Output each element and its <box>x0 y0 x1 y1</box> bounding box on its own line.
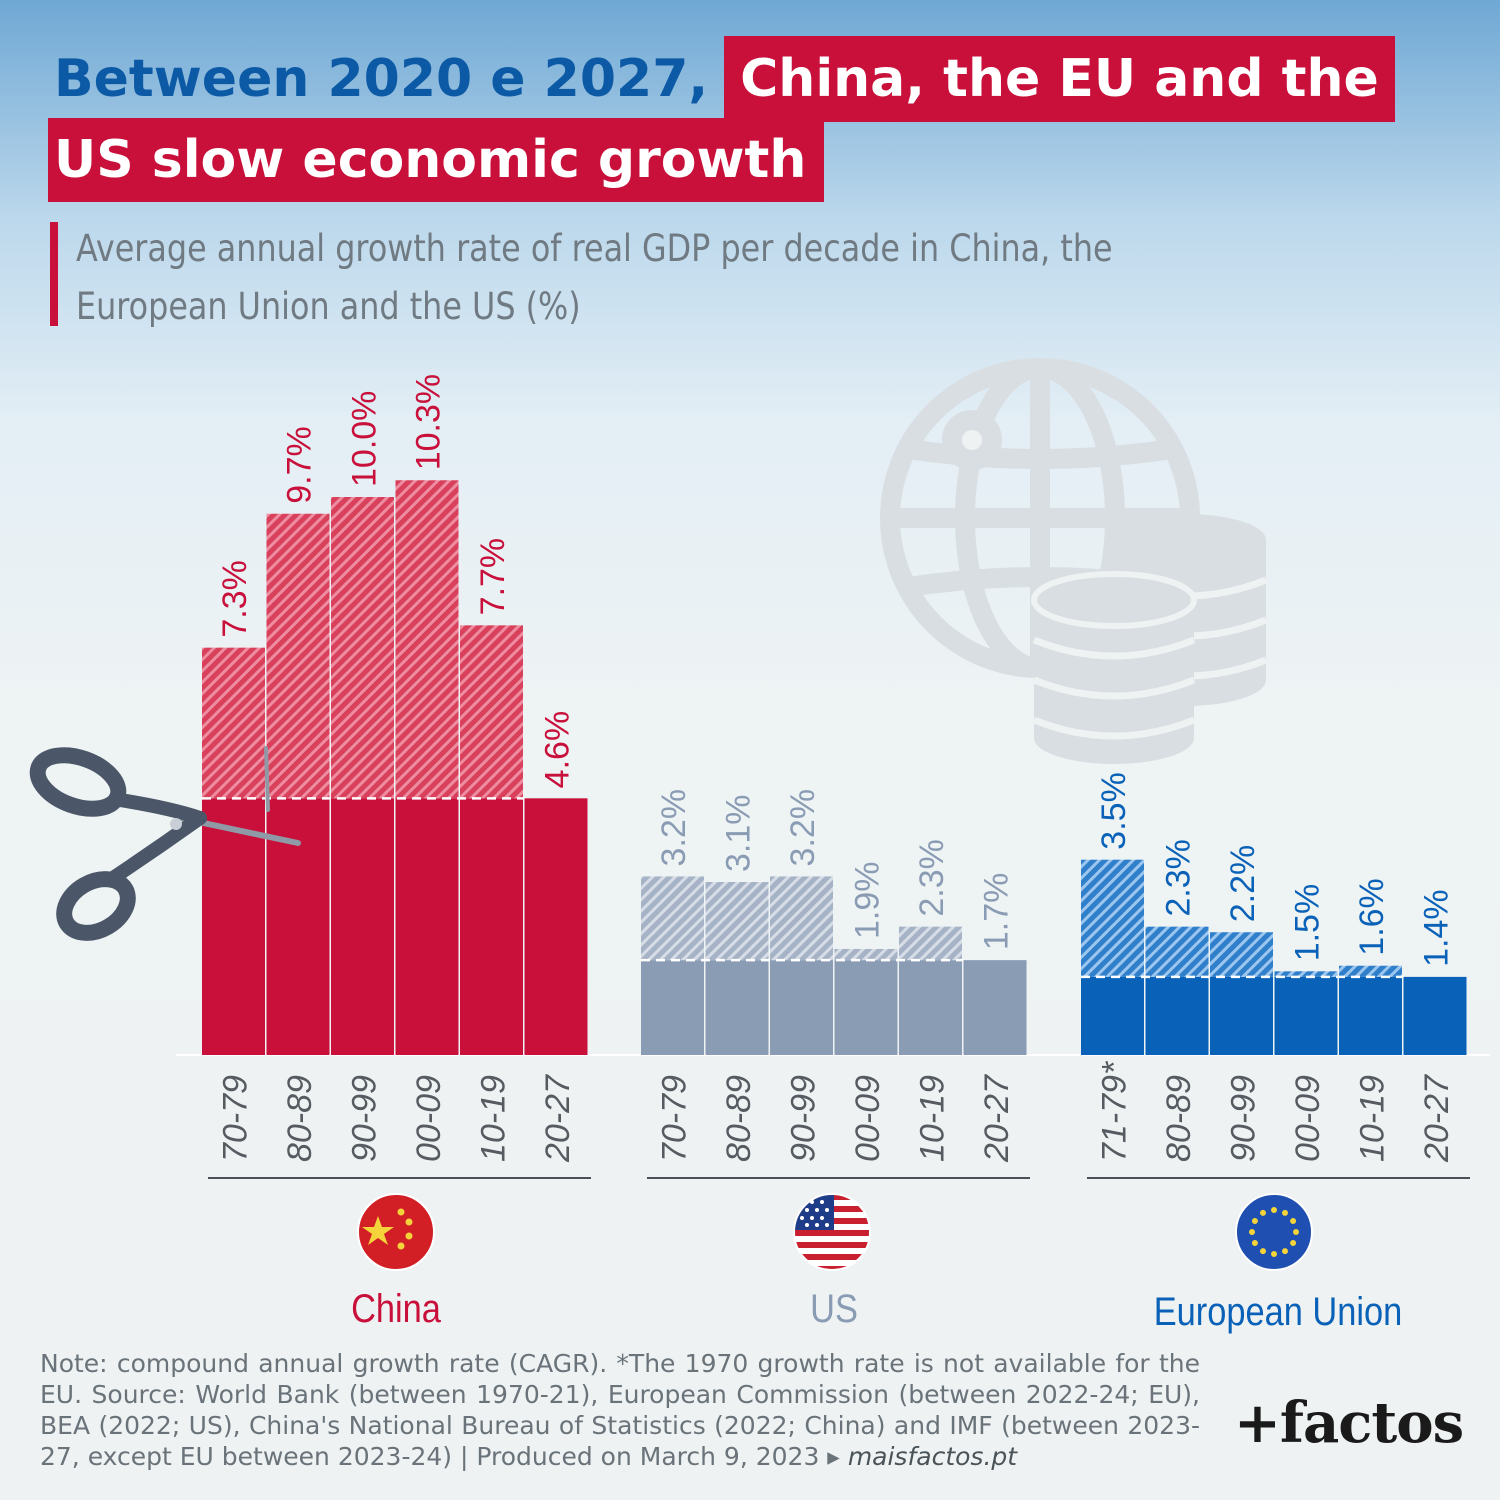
bar-eu-3-base <box>1274 976 1338 1055</box>
bar-eu-4-excess <box>1339 965 1402 977</box>
eu-star <box>1251 1240 1258 1246</box>
category-label-eu-0: 71-79* <box>1095 1060 1133 1162</box>
source-note: Note: compound annual growth rate (CAGR)… <box>40 1349 1200 1471</box>
category-label-china-5: 20-27 <box>539 1074 577 1163</box>
bar-us-2-base <box>770 960 833 1055</box>
eu-star <box>1271 1207 1277 1213</box>
eu-star <box>1251 1218 1258 1224</box>
category-label-china-2: 90-99 <box>345 1075 383 1162</box>
category-label-china-1: 80-89 <box>281 1075 319 1162</box>
bar-china-3-excess <box>395 480 459 799</box>
category-label-eu-4: 10-19 <box>1353 1075 1391 1162</box>
bar-eu-1-base <box>1145 976 1209 1055</box>
bar-china-2-excess <box>331 497 394 799</box>
value-label-us-1: 3.1% <box>720 795 758 873</box>
value-label-china-0: 7.3% <box>216 560 254 638</box>
value-label-us-0: 3.2% <box>655 789 693 867</box>
bar-eu-0-base <box>1081 976 1144 1055</box>
value-label-eu-5: 1.4% <box>1418 889 1456 967</box>
category-label-us-4: 10-19 <box>913 1075 951 1162</box>
value-label-eu-3: 1.5% <box>1289 884 1327 962</box>
category-label-eu-1: 80-89 <box>1160 1075 1198 1162</box>
bar-eu-5-base <box>1403 976 1467 1055</box>
bar-china-3-base <box>395 798 459 1055</box>
brand-logo: +factos <box>1234 1390 1464 1456</box>
value-label-us-2: 3.2% <box>784 789 822 867</box>
value-label-china-1: 9.7% <box>281 426 319 504</box>
category-label-eu-3: 00-09 <box>1289 1075 1327 1162</box>
bar-us-4-excess <box>899 926 962 961</box>
eu-star <box>1271 1251 1277 1257</box>
value-label-us-4: 2.3% <box>913 839 951 917</box>
bar-us-5-base <box>963 960 1027 1055</box>
value-label-eu-0: 3.5% <box>1095 772 1133 850</box>
category-label-china-0: 70-79 <box>216 1075 254 1162</box>
category-label-us-1: 80-89 <box>720 1075 758 1162</box>
value-label-eu-1: 2.3% <box>1160 839 1198 917</box>
bar-china-4-excess <box>460 625 523 799</box>
bar-china-4-base <box>460 798 523 1055</box>
bar-us-0-base <box>641 960 704 1055</box>
category-label-us-3: 00-09 <box>849 1075 887 1162</box>
eu-star <box>1249 1229 1255 1235</box>
note-text: Note: compound annual growth rate (CAGR)… <box>40 1349 1200 1471</box>
bar-us-1-excess <box>705 882 769 961</box>
title-line-2: US slow economic growth <box>48 118 825 202</box>
bar-china-5-base <box>524 798 588 1055</box>
subtitle: Average annual growth rate of real GDP p… <box>76 227 1113 328</box>
eu-star <box>1290 1218 1297 1224</box>
eu-star <box>1282 1209 1288 1216</box>
source-link[interactable]: maisfactos.pt <box>847 1442 1018 1471</box>
bar-china-2-base <box>331 798 394 1055</box>
bar-eu-1-excess <box>1145 926 1209 977</box>
category-label-china-3: 00-09 <box>410 1075 448 1162</box>
category-label-us-2: 90-99 <box>784 1075 822 1162</box>
country-label-china: China <box>351 1286 441 1331</box>
bar-eu-4-base <box>1339 976 1402 1055</box>
eu-star <box>1293 1229 1299 1235</box>
title-part-1: Between 2020 e 2027, <box>54 49 709 109</box>
country-label-eu: European Union <box>1154 1289 1403 1334</box>
bar-us-4-base <box>899 960 962 1055</box>
china-flag-icon <box>357 1193 435 1271</box>
value-label-china-2: 10.0% <box>345 391 383 487</box>
title-part-2: China, the EU and the <box>724 36 1395 122</box>
value-label-eu-4: 1.6% <box>1353 878 1391 956</box>
category-label-eu-2: 90-99 <box>1224 1075 1262 1162</box>
value-label-china-5: 4.6% <box>539 711 577 789</box>
us-flag-icon <box>793 1193 871 1271</box>
title-line-1: Between 2020 e 2027, China, the EU and th… <box>48 36 1395 122</box>
category-label-china-4: 10-19 <box>474 1075 512 1162</box>
bar-china-1-excess <box>266 513 330 799</box>
bar-us-3-excess <box>834 948 898 961</box>
eu-star <box>1282 1248 1288 1255</box>
subtitle-accent-bar <box>50 222 58 326</box>
bar-us-1-base <box>705 960 769 1055</box>
bar-us-2-excess <box>770 876 833 961</box>
bar-eu-2-base <box>1210 976 1273 1055</box>
value-label-china-3: 10.3% <box>410 374 448 470</box>
bar-us-3-base <box>834 960 898 1055</box>
value-label-us-3: 1.9% <box>849 861 887 939</box>
bar-china-0-base <box>202 798 265 1055</box>
bar-eu-0-excess <box>1081 859 1144 977</box>
eu-star <box>1260 1248 1266 1255</box>
bar-eu-3-excess <box>1274 971 1338 977</box>
eu-star <box>1290 1240 1297 1246</box>
value-label-eu-2: 2.2% <box>1224 845 1262 923</box>
bar-eu-2-excess <box>1210 932 1273 977</box>
bar-us-0-excess <box>641 876 704 961</box>
category-label-eu-5: 20-27 <box>1418 1074 1456 1163</box>
country-label-us: US <box>810 1286 858 1331</box>
coins-icon <box>1031 514 1268 764</box>
category-label-us-0: 70-79 <box>655 1075 693 1162</box>
eu-flag-icon <box>1235 1193 1313 1271</box>
scissors-icon <box>29 746 301 941</box>
bar-china-0-excess <box>202 647 265 799</box>
value-label-china-4: 7.7% <box>474 538 512 616</box>
eu-star <box>1260 1209 1266 1216</box>
category-label-us-5: 20-27 <box>978 1074 1016 1163</box>
value-label-us-5: 1.7% <box>978 873 1016 951</box>
